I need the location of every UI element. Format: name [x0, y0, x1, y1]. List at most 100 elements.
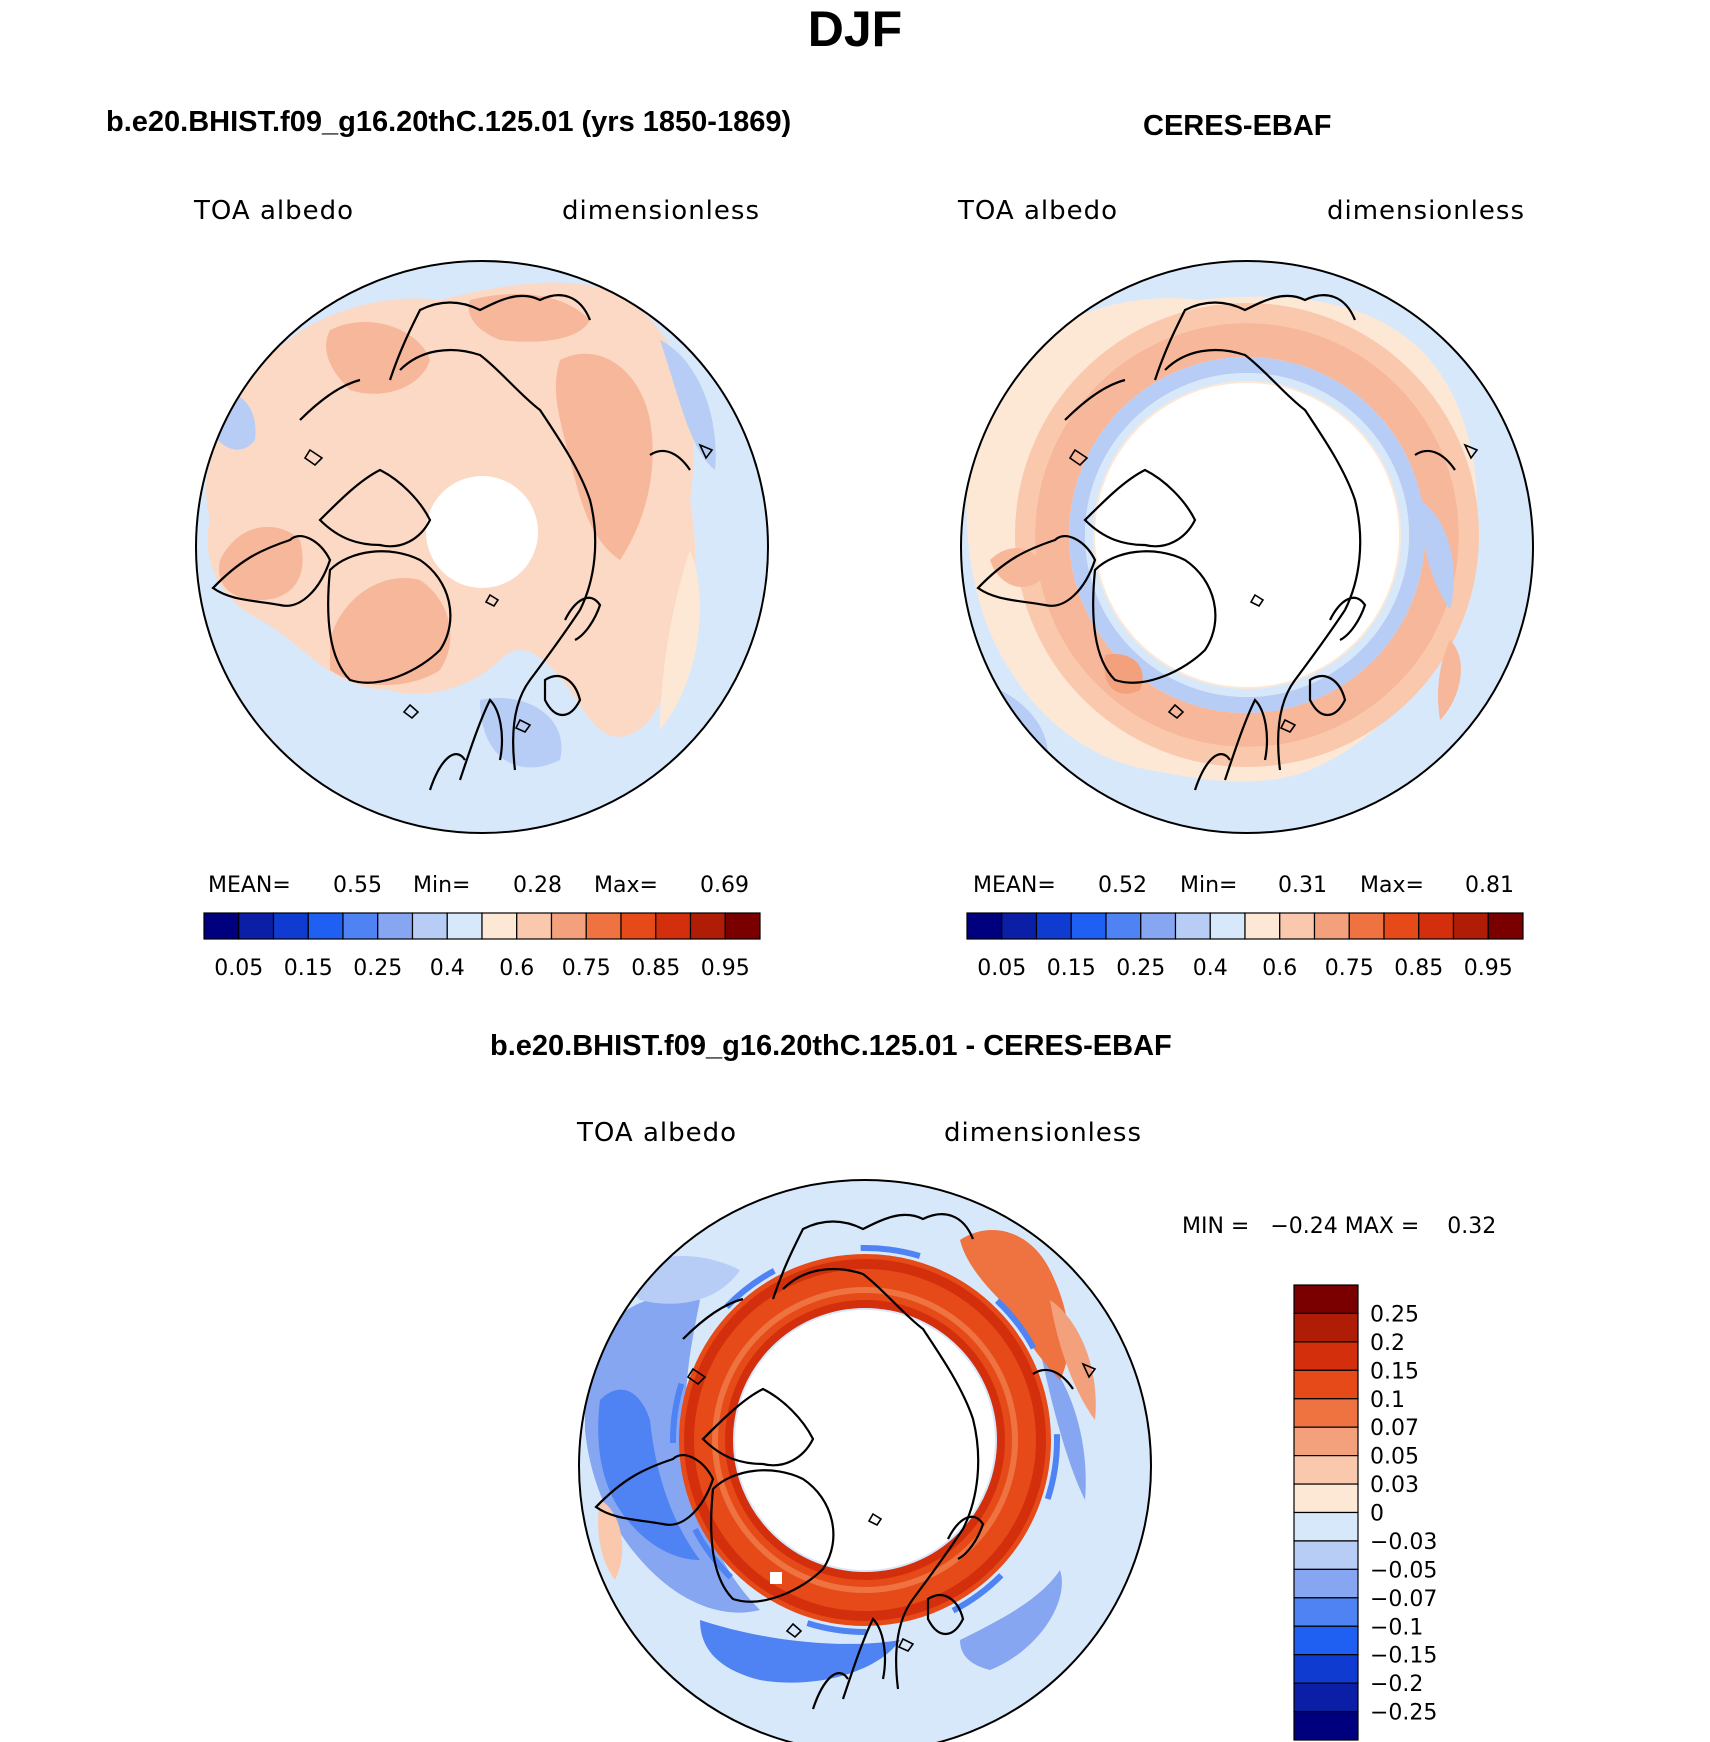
diff-colorbar-tick-label: 0.03: [1370, 1473, 1419, 1498]
obs-colorbar-tick-label: 0.25: [1116, 956, 1165, 981]
model-colorbar-swatch: [585, 912, 622, 940]
diff-colorbar-swatch: [1293, 1312, 1359, 1343]
obs-max-value: 0.81: [1465, 873, 1514, 898]
diff-map-border: [578, 1179, 1152, 1742]
obs-panel-title: CERES-EBAF: [1143, 110, 1332, 142]
obs-colorbar-tick-label: 0.85: [1394, 956, 1443, 981]
model-colorbar-swatch: [724, 912, 761, 940]
obs-colorbar-swatch: [1174, 912, 1211, 940]
model-mean-label: MEAN=: [208, 873, 291, 898]
diff-colorbar-swatch: [1293, 1540, 1359, 1570]
obs-colorbar-swatch: [1487, 912, 1524, 940]
diff-colorbar-swatch: [1293, 1625, 1359, 1656]
diff-colorbar-swatch: [1293, 1369, 1359, 1400]
model-colorbar-swatch: [446, 912, 483, 940]
diff-colorbar-swatch: [1293, 1341, 1359, 1371]
model-colorbar-swatch: [689, 912, 726, 940]
obs-polar-map: [961, 261, 1533, 833]
model-colorbar-swatch: [307, 912, 344, 940]
obs-colorbar-swatch: [1209, 912, 1246, 940]
model-colorbar-tick-label: 0.85: [631, 956, 680, 981]
diff-colorbar-swatch: [1293, 1511, 1359, 1542]
obs-mean-value: 0.52: [1098, 873, 1147, 898]
diff-colorbar-tick-label: 0.1: [1370, 1388, 1405, 1413]
diff-colorbar-tick-label: −0.15: [1370, 1644, 1437, 1669]
model-colorbar-swatch: [411, 912, 448, 940]
model-colorbar-swatch: [516, 912, 553, 940]
obs-colorbar-swatch: [1035, 912, 1072, 940]
diff-colorbar-tick-label: 0.15: [1370, 1359, 1419, 1384]
obs-min-value: 0.31: [1278, 873, 1327, 898]
model-colorbar-swatch: [655, 912, 692, 940]
obs-colorbar-swatch: [1105, 912, 1142, 940]
diff-panel-title: b.e20.BHIST.f09_g16.20thC.125.01 - CERES…: [490, 1030, 1172, 1062]
obs-colorbar-swatch: [1383, 912, 1420, 940]
model-colorbar-swatch: [377, 912, 414, 940]
model-colorbar-swatch: [620, 912, 657, 940]
model-units-label: dimensionless: [562, 196, 760, 226]
obs-colorbar: 0.05 0.15 0.25 0.4 0.6 0.75 0.85 0.95: [966, 912, 1524, 981]
model-colorbar-tick-label: 0.6: [499, 956, 534, 981]
diff-colorbar-swatch: [1293, 1483, 1359, 1514]
model-colorbar-swatch: [203, 912, 240, 940]
diff-colorbar-swatch: [1293, 1710, 1359, 1741]
obs-colorbar-swatch: [1313, 912, 1350, 940]
model-colorbar-tick-label: 0.05: [214, 956, 263, 981]
obs-map-border: [960, 260, 1534, 834]
diff-colorbar-tick-label: −0.25: [1370, 1701, 1437, 1726]
diff-colorbar-tick-label: 0.07: [1370, 1416, 1419, 1441]
model-min-label: Min=: [413, 873, 471, 898]
obs-colorbar-swatch: [1070, 912, 1107, 940]
model-colorbar-swatch: [342, 912, 379, 940]
model-variable-label: TOA albedo: [194, 196, 355, 226]
model-panel-title: b.e20.BHIST.f09_g16.20thC.125.01 (yrs 18…: [106, 106, 792, 138]
obs-colorbar-tick-label: 0.4: [1193, 956, 1228, 981]
model-colorbar-tick-label: 0.95: [701, 956, 750, 981]
diff-units-label: dimensionless: [944, 1118, 1142, 1148]
diff-colorbar-tick-label: −0.05: [1370, 1558, 1437, 1583]
obs-colorbar-tick-label: 0.95: [1464, 956, 1513, 981]
model-colorbar-tick-label: 0.25: [353, 956, 402, 981]
diff-minmax-text: MIN = −0.24 MAX = 0.32: [1182, 1214, 1497, 1239]
diff-colorbar-swatch: [1293, 1654, 1359, 1684]
diff-colorbar-tick-label: 0.2: [1370, 1331, 1405, 1356]
model-min-value: 0.28: [513, 873, 562, 898]
model-max-label: Max=: [594, 873, 658, 898]
model-colorbar-swatch: [272, 912, 309, 940]
obs-colorbar-swatch: [1452, 912, 1489, 940]
obs-colorbar-swatch: [966, 912, 1003, 940]
diff-colorbar-tick-label: −0.07: [1370, 1587, 1437, 1612]
model-colorbar-swatch: [550, 912, 587, 940]
model-colorbar: 0.05 0.15 0.25 0.4 0.6 0.75 0.85 0.95: [203, 912, 761, 981]
diff-colorbar-tick-label: 0.05: [1370, 1445, 1419, 1470]
obs-colorbar-swatch: [1001, 912, 1038, 940]
diff-colorbar-tick-label: 0.25: [1370, 1302, 1419, 1327]
model-map-border: [195, 260, 769, 834]
obs-colorbar-swatch: [1140, 912, 1177, 940]
diff-colorbar-tick-label: −0.03: [1370, 1530, 1437, 1555]
obs-colorbar-tick-label: 0.6: [1262, 956, 1297, 981]
diff-colorbar-swatch: [1293, 1597, 1359, 1627]
diff-colorbar-tick-label: −0.2: [1370, 1672, 1423, 1697]
model-colorbar-swatch: [481, 912, 518, 940]
diff-colorbar-swatch: [1293, 1568, 1359, 1599]
figure-title: DJF: [807, 1, 903, 57]
diff-colorbar-swatch: [1293, 1455, 1359, 1485]
obs-colorbar-swatch: [1279, 912, 1316, 940]
obs-max-label: Max=: [1360, 873, 1424, 898]
obs-variable-label: TOA albedo: [958, 196, 1119, 226]
model-mean-value: 0.55: [333, 873, 382, 898]
model-colorbar-tick-label: 0.4: [430, 956, 465, 981]
obs-colorbar-tick-label: 0.05: [977, 956, 1026, 981]
obs-min-label: Min=: [1180, 873, 1238, 898]
obs-colorbar-swatch: [1418, 912, 1455, 940]
model-colorbar-tick-label: 0.75: [562, 956, 611, 981]
diff-colorbar-swatch: [1293, 1284, 1359, 1315]
obs-mean-label: MEAN=: [973, 873, 1056, 898]
diff-colorbar-tick-label: −0.1: [1370, 1615, 1423, 1640]
diff-colorbar-swatch: [1293, 1398, 1359, 1428]
obs-colorbar-tick-label: 0.75: [1325, 956, 1374, 981]
model-polar-map: [196, 261, 768, 833]
obs-colorbar-swatch: [1348, 912, 1385, 940]
